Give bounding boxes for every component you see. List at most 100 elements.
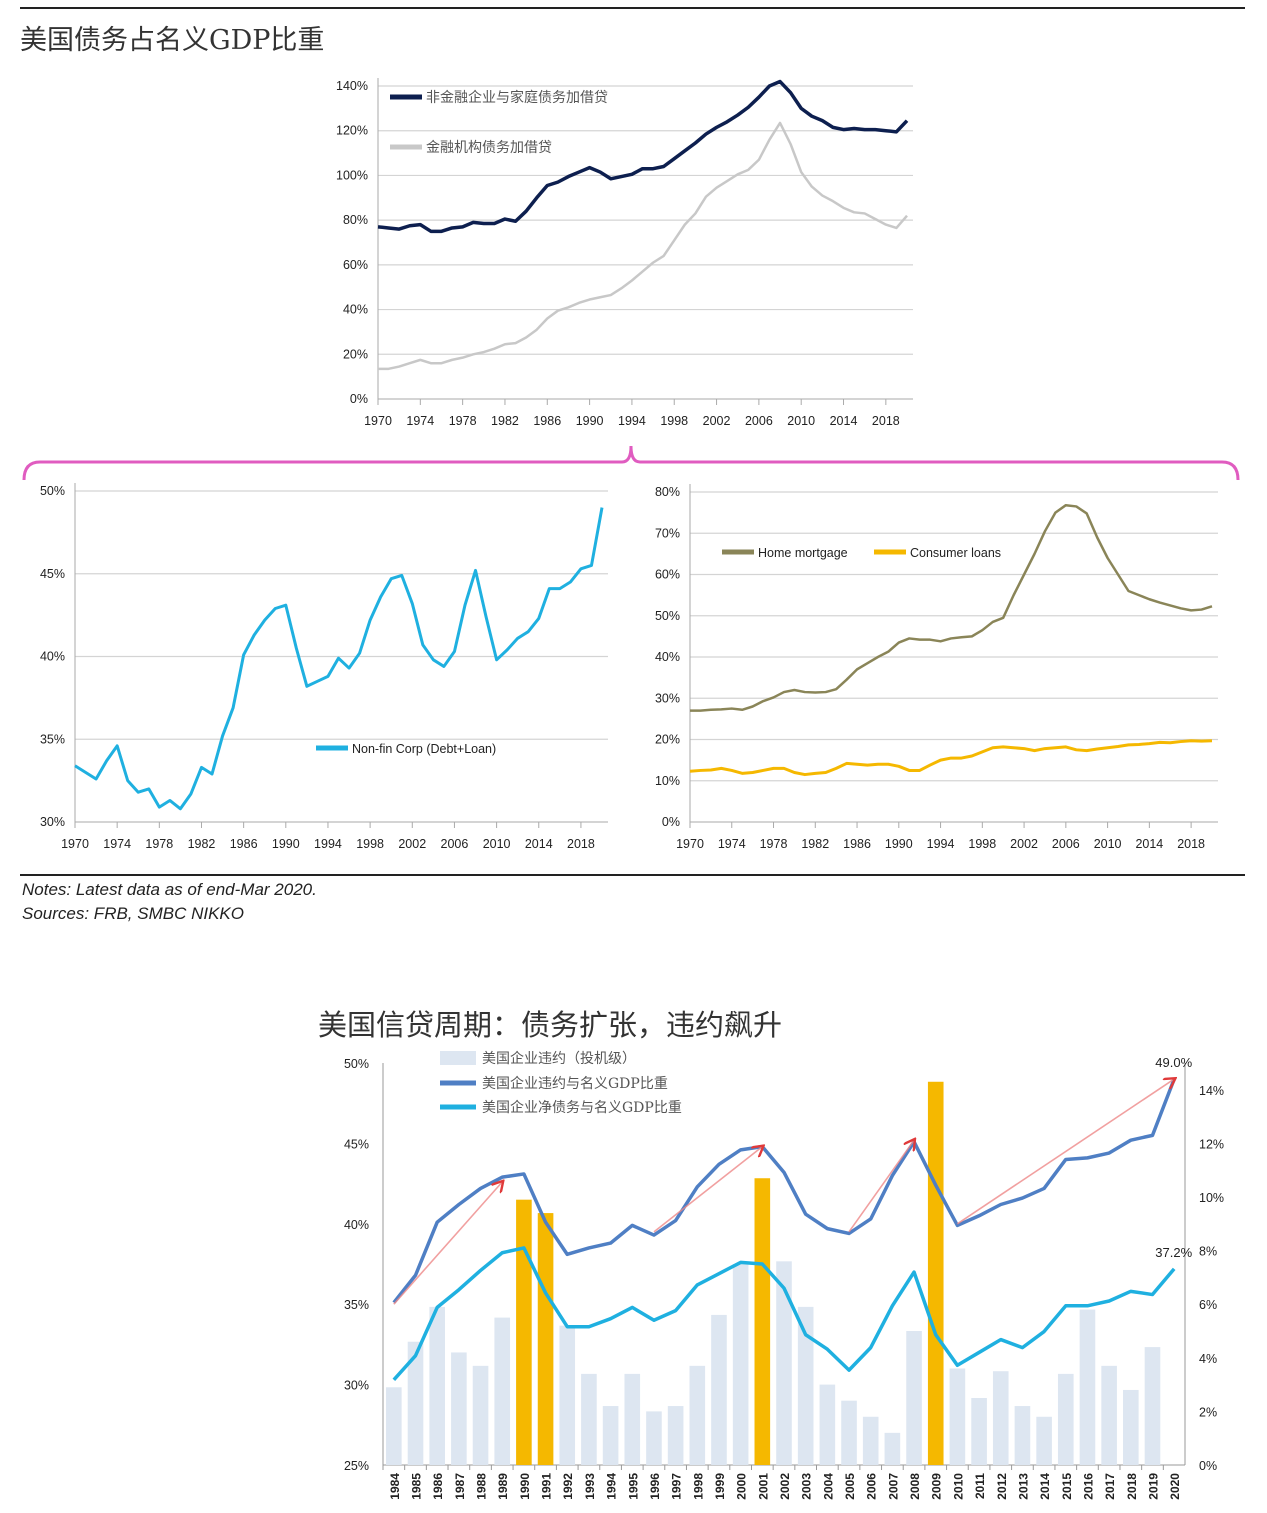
x-tick-label: 1986: [843, 837, 871, 851]
x-tick-label: 1994: [605, 1473, 619, 1500]
x-tick-label: 2005: [843, 1473, 857, 1500]
default-bar: [1144, 1347, 1161, 1465]
y-right-tick-label: 0%: [1199, 1459, 1217, 1473]
y-tick-label: 30%: [40, 815, 65, 829]
x-tick-label: 2006: [745, 414, 773, 428]
series-line-0: [690, 503, 1213, 712]
y-tick-label: 100%: [336, 168, 368, 182]
x-tick-label: 2010: [1094, 837, 1122, 851]
x-tick-label: 1990: [272, 837, 300, 851]
default-bar: [1057, 1373, 1074, 1465]
x-tick-label: 1982: [188, 837, 216, 851]
x-tick-label: 1974: [103, 837, 131, 851]
x-tick-label: 1994: [314, 837, 342, 851]
y-tick-label: 45%: [40, 567, 65, 581]
default-bar: [1036, 1416, 1052, 1465]
x-tick-label: 2011: [973, 1473, 987, 1499]
y-left-tick-label: 35%: [344, 1298, 369, 1312]
y-right-tick-label: 6%: [1199, 1298, 1217, 1312]
trend-arrow: [848, 1140, 914, 1233]
y-right-tick-label: 12%: [1199, 1137, 1224, 1151]
default-bar: [386, 1387, 402, 1465]
x-tick-label: 2013: [1016, 1473, 1030, 1500]
default-bar: [906, 1331, 922, 1465]
y-right-tick-label: 2%: [1199, 1405, 1217, 1419]
default-bar: [451, 1352, 467, 1465]
default-bar: [711, 1314, 727, 1465]
default-bar: [862, 1416, 879, 1465]
x-tick-label: 2010: [787, 414, 815, 428]
x-tick-label: 2010: [951, 1473, 965, 1500]
x-tick-label: 2018: [567, 837, 595, 851]
default-bar: [776, 1261, 792, 1465]
sources-text: Sources: FRB, SMBC NIKKO: [22, 904, 244, 923]
x-tick-label: 1998: [356, 837, 384, 851]
x-tick-label: 2001: [756, 1473, 770, 1500]
x-tick-label: 2017: [1103, 1473, 1117, 1500]
pink-bracket: [22, 445, 1240, 481]
y-tick-label: 50%: [655, 609, 680, 623]
x-tick-label: 2004: [821, 1473, 835, 1500]
x-tick-label: 1990: [518, 1473, 532, 1500]
y-tick-label: 70%: [655, 526, 680, 540]
notes-rule: [20, 874, 1245, 876]
default-bar: [581, 1373, 597, 1465]
x-tick-label: 2014: [1135, 837, 1163, 851]
x-tick-label: 2016: [1081, 1473, 1095, 1500]
legend-swatch-bars: [440, 1051, 476, 1065]
series-line-1: [378, 121, 908, 371]
x-tick-label: 1986: [431, 1473, 445, 1500]
x-tick-label: 1985: [410, 1473, 424, 1500]
x-tick-label: 1996: [648, 1473, 662, 1500]
x-tick-label: 2007: [886, 1473, 900, 1500]
y-tick-label: 20%: [343, 347, 368, 361]
y-right-tick-label: 14%: [1199, 1084, 1224, 1098]
y-left-tick-label: 25%: [344, 1459, 369, 1473]
legend-label-1: 金融机构债务加借贷: [426, 140, 552, 156]
x-tick-label: 2014: [1038, 1473, 1052, 1500]
default-bar: [407, 1341, 424, 1465]
y-left-tick-label: 40%: [344, 1218, 369, 1232]
legend-label-1: 美国企业净债务与名义GDP比重: [482, 1099, 682, 1116]
x-tick-label: 2008: [908, 1473, 922, 1500]
x-tick-label: 1994: [927, 837, 955, 851]
x-tick-label: 1987: [453, 1473, 467, 1500]
x-tick-label: 2002: [703, 414, 731, 428]
x-tick-label: 1998: [660, 414, 688, 428]
y-tick-label: 40%: [40, 650, 65, 664]
default-bar: [559, 1325, 576, 1465]
y-tick-label: 35%: [40, 732, 65, 746]
trend-arrow: [393, 1182, 502, 1305]
top-rule: [20, 7, 1245, 9]
x-tick-label: 1970: [364, 414, 392, 428]
x-tick-label: 2003: [800, 1473, 814, 1500]
y-tick-label: 30%: [655, 691, 680, 705]
default-bar: [602, 1406, 619, 1465]
y-tick-label: 80%: [343, 213, 368, 227]
trend-arrow: [956, 1079, 1174, 1225]
y-right-tick-label: 10%: [1199, 1191, 1224, 1205]
legend-label-0: 非金融企业与家庭债务加借贷: [426, 89, 608, 106]
x-tick-label: 1978: [760, 837, 788, 851]
default-bar: [732, 1264, 749, 1465]
x-tick-label: 2002: [1010, 837, 1038, 851]
x-tick-label: 2020: [1168, 1473, 1182, 1500]
y-tick-label: 140%: [336, 79, 368, 93]
x-tick-label: 1990: [885, 837, 913, 851]
notes-text: Notes: Latest data as of end-Mar 2020.: [22, 880, 317, 899]
y-right-tick-label: 4%: [1199, 1352, 1217, 1366]
x-tick-label: 2012: [995, 1473, 1009, 1500]
x-tick-label: 2009: [930, 1473, 944, 1500]
series-line-1: [392, 1246, 1176, 1381]
x-tick-label: 2006: [441, 837, 469, 851]
legend-label-1: Consumer loans: [910, 546, 1001, 560]
x-tick-label: 1998: [691, 1473, 705, 1500]
x-tick-label: 1999: [713, 1473, 727, 1500]
x-tick-label: 1988: [475, 1473, 489, 1500]
y-tick-label: 80%: [655, 485, 680, 499]
legend-label-0: Home mortgage: [758, 546, 848, 560]
chart-title-top: 美国债务占名义GDP比重: [20, 25, 325, 56]
x-tick-label: 2018: [1125, 1473, 1139, 1500]
default-bar: [429, 1306, 445, 1465]
